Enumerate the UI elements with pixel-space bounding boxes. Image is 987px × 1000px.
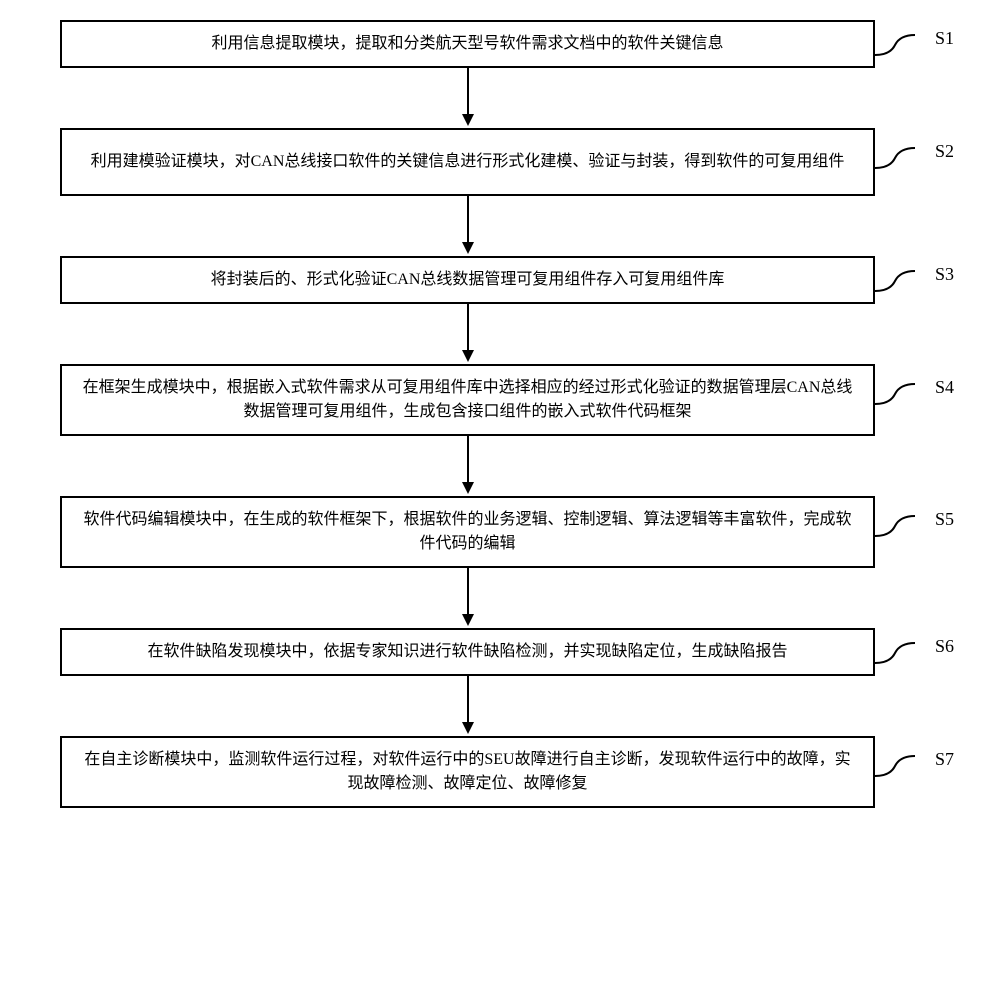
step-box-s4: 在框架生成模块中，根据嵌入式软件需求从可复用组件库中选择相应的经过形式化验证的数…: [60, 364, 875, 436]
step-wrapper-s6: 在软件缺陷发现模块中，依据专家知识进行软件缺陷检测，并实现缺陷定位，生成缺陷报告…: [60, 628, 890, 676]
step-wrapper-s1: 利用信息提取模块，提取和分类航天型号软件需求文档中的软件关键信息 S1: [60, 20, 890, 68]
arrow-s4-s5: [60, 436, 875, 496]
step-text-s4: 在框架生成模块中，根据嵌入式软件需求从可复用组件库中选择相应的经过形式化验证的数…: [82, 376, 853, 424]
step-text-s5: 软件代码编辑模块中，在生成的软件框架下，根据软件的业务逻辑、控制逻辑、算法逻辑等…: [82, 508, 853, 556]
step-box-s3: 将封装后的、形式化验证CAN总线数据管理可复用组件存入可复用组件库: [60, 256, 875, 304]
step-text-s7: 在自主诊断模块中，监测软件运行过程，对软件运行中的SEU故障进行自主诊断，发现软…: [82, 748, 853, 796]
label-curve-s3: [875, 266, 925, 296]
step-box-s7: 在自主诊断模块中，监测软件运行过程，对软件运行中的SEU故障进行自主诊断，发现软…: [60, 736, 875, 808]
label-curve-s2: [875, 143, 925, 173]
arrow-s3-s4: [60, 304, 875, 364]
arrow-s1-s2: [60, 68, 875, 128]
step-label-s5: S5: [935, 509, 954, 530]
label-curve-s7: [875, 751, 925, 781]
step-box-s6: 在软件缺陷发现模块中，依据专家知识进行软件缺陷检测，并实现缺陷定位，生成缺陷报告: [60, 628, 875, 676]
step-text-s3: 将封装后的、形式化验证CAN总线数据管理可复用组件存入可复用组件库: [211, 268, 725, 292]
label-curve-s1: [875, 30, 925, 60]
step-text-s1: 利用信息提取模块，提取和分类航天型号软件需求文档中的软件关键信息: [211, 32, 723, 56]
label-curve-s6: [875, 638, 925, 668]
flowchart-container: 利用信息提取模块，提取和分类航天型号软件需求文档中的软件关键信息 S1 利用建模…: [60, 20, 890, 808]
step-label-s7: S7: [935, 749, 954, 770]
step-label-s1: S1: [935, 28, 954, 49]
step-label-s3: S3: [935, 264, 954, 285]
arrow-s2-s3: [60, 196, 875, 256]
step-wrapper-s7: 在自主诊断模块中，监测软件运行过程，对软件运行中的SEU故障进行自主诊断，发现软…: [60, 736, 890, 808]
step-box-s1: 利用信息提取模块，提取和分类航天型号软件需求文档中的软件关键信息: [60, 20, 875, 68]
step-text-s2: 利用建模验证模块，对CAN总线接口软件的关键信息进行形式化建模、验证与封装，得到…: [91, 150, 845, 174]
step-label-s2: S2: [935, 141, 954, 162]
step-wrapper-s5: 软件代码编辑模块中，在生成的软件框架下，根据软件的业务逻辑、控制逻辑、算法逻辑等…: [60, 496, 890, 568]
step-box-s5: 软件代码编辑模块中，在生成的软件框架下，根据软件的业务逻辑、控制逻辑、算法逻辑等…: [60, 496, 875, 568]
arrow-s6-s7: [60, 676, 875, 736]
step-wrapper-s2: 利用建模验证模块，对CAN总线接口软件的关键信息进行形式化建模、验证与封装，得到…: [60, 128, 890, 196]
step-label-s6: S6: [935, 636, 954, 657]
step-label-s4: S4: [935, 377, 954, 398]
step-wrapper-s3: 将封装后的、形式化验证CAN总线数据管理可复用组件存入可复用组件库 S3: [60, 256, 890, 304]
label-curve-s4: [875, 379, 925, 409]
step-text-s6: 在软件缺陷发现模块中，依据专家知识进行软件缺陷检测，并实现缺陷定位，生成缺陷报告: [147, 640, 787, 664]
step-wrapper-s4: 在框架生成模块中，根据嵌入式软件需求从可复用组件库中选择相应的经过形式化验证的数…: [60, 364, 890, 436]
label-curve-s5: [875, 511, 925, 541]
step-box-s2: 利用建模验证模块，对CAN总线接口软件的关键信息进行形式化建模、验证与封装，得到…: [60, 128, 875, 196]
arrow-s5-s6: [60, 568, 875, 628]
